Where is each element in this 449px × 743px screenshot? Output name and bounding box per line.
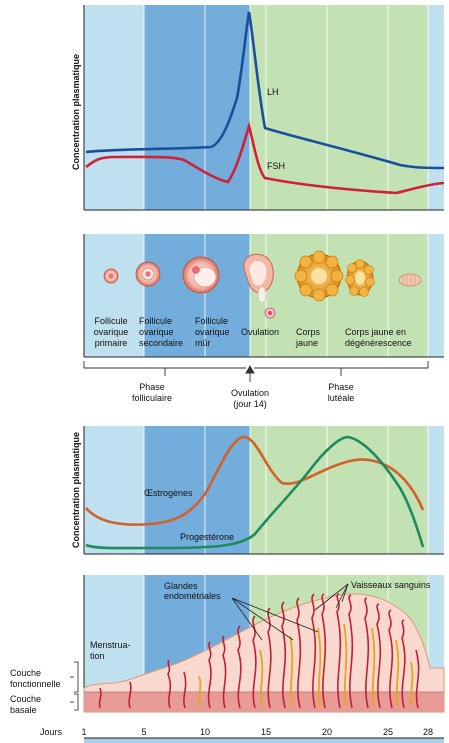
fsh-curve <box>85 121 445 195</box>
svg-text:Corps jaune en: Corps jaune en <box>345 327 406 337</box>
basal-layer <box>84 692 444 712</box>
svg-text:lutéale: lutéale <box>328 393 355 403</box>
panel1-bg-luteal <box>250 5 428 210</box>
svg-text:mûr: mûr <box>195 338 211 348</box>
corpus-albicans-illustration <box>398 273 422 287</box>
ovulation-day-label: Ovulation (jour 14) <box>231 388 269 409</box>
svg-text:folliculaire: folliculaire <box>132 393 172 403</box>
panel1-bg-early-follicular <box>84 5 144 210</box>
estrogen-curve <box>85 435 425 526</box>
svg-text:Follicule: Follicule <box>94 316 127 326</box>
panel3-y-axis-label: Concentration plasmatique <box>71 432 81 548</box>
endometrium-panel: Glandes endométriales Vaisseaux sanguins… <box>10 575 445 715</box>
mature-follicle-illustration <box>182 256 220 294</box>
lh-curve <box>85 11 445 170</box>
svg-text:Follicule: Follicule <box>195 316 228 326</box>
ovary-panel: Follicule ovarique primaire Follicule ov… <box>83 234 444 358</box>
svg-text:secondaire: secondaire <box>139 338 183 348</box>
svg-text:Follicule: Follicule <box>139 316 172 326</box>
endometrial-glands <box>198 623 414 707</box>
progesterone-label: Progestérone <box>180 532 234 542</box>
svg-text:Phase: Phase <box>328 382 354 392</box>
days-axis: Jours 1 5 10 15 20 25 28 <box>40 727 444 743</box>
progesterone-curve <box>85 435 425 550</box>
menstruation-label-line1: Menstrua- <box>90 640 131 650</box>
svg-text:Phase: Phase <box>139 382 165 392</box>
stage-secondary-follicle-label: Follicule ovarique secondaire <box>139 316 183 348</box>
stage-corpus-luteum-label: Corps jaune <box>295 327 321 348</box>
day-tick-25: 25 <box>383 727 393 737</box>
day-tick-10: 10 <box>200 727 210 737</box>
day-tick-1: 1 <box>81 727 86 737</box>
layer-braces <box>70 661 79 711</box>
day-tick-15: 15 <box>261 727 271 737</box>
degenerating-corpus-luteum-illustration <box>345 259 375 297</box>
svg-text:dégénérescence: dégénérescence <box>345 338 412 348</box>
days-axis-label: Jours <box>40 727 63 737</box>
phase-bracket <box>83 361 429 382</box>
svg-text:ovarique: ovarique <box>195 327 230 337</box>
corpus-luteum-illustration <box>294 250 344 302</box>
stage-ovulation-label: Ovulation <box>241 327 279 337</box>
steroids-panel: Concentration plasmatique Œstrogènes Pro… <box>71 426 444 555</box>
day-tick-28: 28 <box>423 727 433 737</box>
glands-label-line2: endométriales <box>164 591 221 601</box>
glands-label-line1: Glandes <box>164 581 198 591</box>
panel1-gridlines <box>143 5 429 210</box>
svg-text:ovarique: ovarique <box>94 327 129 337</box>
svg-text:Corps: Corps <box>296 327 321 337</box>
svg-text:ovarique: ovarique <box>139 327 174 337</box>
panel1-y-axis-label: Concentration plasmatique <box>71 54 81 170</box>
menstruation-label-line2: tion <box>90 651 105 661</box>
luteal-phase-label: Phase lutéale <box>328 382 355 403</box>
fsh-label: FSH <box>267 161 285 171</box>
vessels-label: Vaisseaux sanguins <box>351 580 431 590</box>
estrogen-label: Œstrogènes <box>144 488 193 498</box>
functional-layer-label-line1: Couche <box>10 668 41 678</box>
day-tick-20: 20 <box>322 727 332 737</box>
svg-text:Ovulation: Ovulation <box>241 327 279 337</box>
day-tick-5: 5 <box>141 727 146 737</box>
blood-vessels <box>98 593 420 709</box>
ovulation-illustration <box>243 253 276 319</box>
svg-text:Ovulation: Ovulation <box>231 388 269 398</box>
svg-text:(jour 14): (jour 14) <box>233 399 267 409</box>
svg-text:jaune: jaune <box>295 338 318 348</box>
lh-label: LH <box>267 87 279 97</box>
basal-layer-label-line1: Couche <box>10 694 41 704</box>
svg-text:primaire: primaire <box>95 338 128 348</box>
stage-mature-follicle-label: Follicule ovarique mûr <box>195 316 230 348</box>
basal-layer-label-line2: basale <box>10 705 37 715</box>
secondary-follicle-illustration <box>135 261 161 287</box>
panel1-bg-next <box>428 5 444 210</box>
functional-layer-label-line2: fonctionnelle <box>10 679 61 689</box>
leader-lines <box>231 583 349 641</box>
hormones-panel: Concentration plasmatique LH FSH <box>71 5 445 211</box>
stage-degenerating-corpus-luteum-label: Corps jaune en dégénérescence <box>345 327 412 348</box>
follicular-phase-label: Phase folliculaire <box>132 382 172 403</box>
primary-follicle-illustration <box>103 268 119 284</box>
stage-primary-follicle-label: Follicule ovarique primaire <box>94 316 129 348</box>
